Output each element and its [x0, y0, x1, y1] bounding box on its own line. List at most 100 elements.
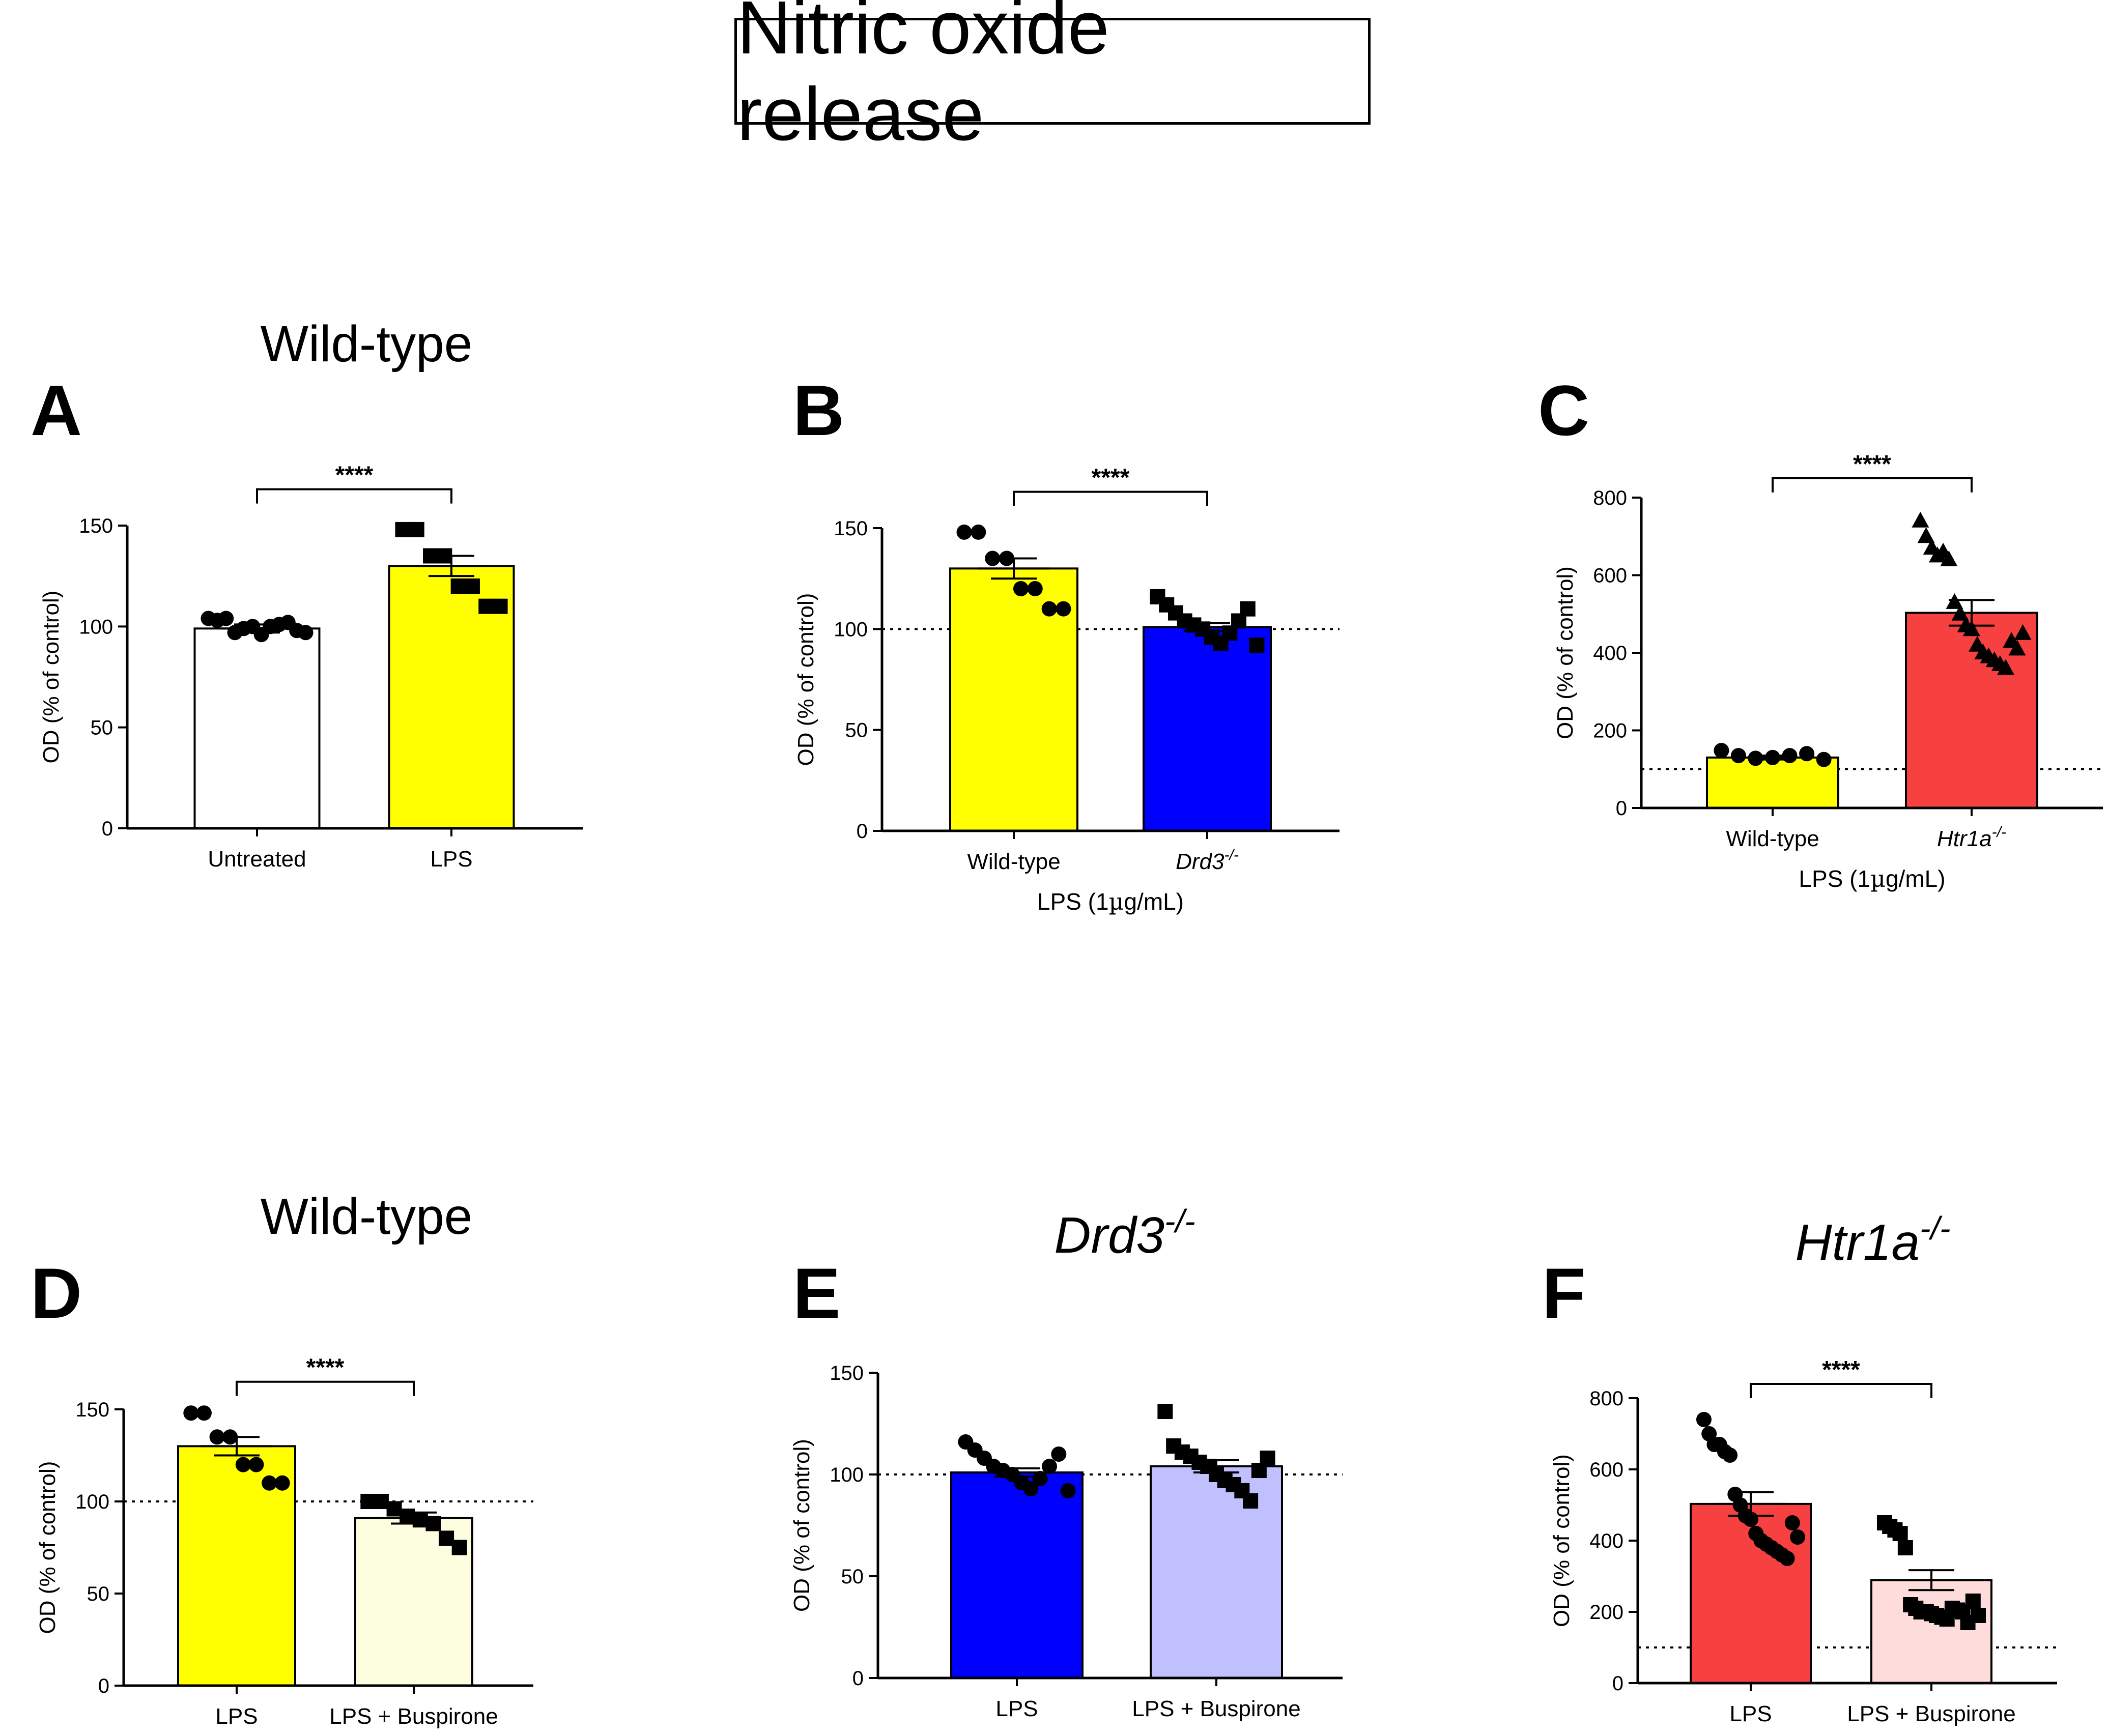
x-tick-label: LPS [430, 847, 472, 872]
significance-bracket [1750, 1383, 1932, 1398]
y-tick-label: 150 [834, 517, 868, 540]
significance-bracket [1772, 477, 1973, 493]
y-tick-label: 400 [1593, 642, 1627, 664]
data-point [451, 1540, 467, 1555]
data-point [1032, 1471, 1048, 1486]
y-axis-label: OD (% of control) [39, 591, 64, 764]
y-axis-label: OD (% of control) [1549, 1454, 1574, 1627]
y-tick-label: 400 [1589, 1530, 1623, 1552]
data-point [1696, 1412, 1712, 1427]
x-tick-label: Htr1a-/- [1937, 824, 2006, 851]
y-tick-label: 50 [841, 1566, 864, 1588]
panel-letter: B [793, 370, 844, 450]
data-point [196, 1405, 212, 1421]
significance-label: **** [1853, 451, 1891, 478]
bar-lps-buspirone [1150, 1465, 1283, 1679]
significance-bracket [256, 488, 452, 504]
x-tick-label: Wild-type [967, 849, 1060, 874]
data-point [1260, 1451, 1275, 1466]
data-point [235, 1457, 251, 1472]
data-point [1240, 601, 1256, 617]
data-point [1917, 527, 1935, 543]
significance-label: **** [306, 1354, 345, 1381]
data-point [2008, 640, 2026, 656]
x-tick-label: LPS [995, 1696, 1038, 1721]
data-point [1042, 1459, 1058, 1474]
y-tick-label: 50 [91, 717, 113, 739]
data-point [437, 548, 452, 564]
data-point [450, 578, 466, 594]
data-point [262, 1475, 277, 1491]
data-point [373, 1494, 389, 1509]
data-point [298, 625, 314, 641]
data-point [423, 548, 439, 564]
data-point [985, 551, 1001, 566]
data-point [395, 522, 411, 537]
y-tick-label: 100 [79, 616, 113, 638]
data-point [1963, 620, 1980, 636]
data-point [248, 1457, 264, 1472]
data-point [1157, 1404, 1173, 1419]
panel-e: E Drd3-/- LPS LPS + Buspirone 0 50 100 150 OD (%… [789, 1203, 1343, 1721]
x-axis-label: LPS (1µg/mL) [1037, 888, 1184, 915]
data-point [1714, 743, 1729, 759]
data-point [409, 522, 424, 537]
bar-wild-type [949, 567, 1078, 832]
data-point [1997, 659, 2015, 675]
x-tick-label: LPS [215, 1704, 258, 1729]
data-point [1765, 749, 1780, 765]
bar-lps [950, 1471, 1084, 1679]
data-point [274, 1475, 290, 1491]
x-tick-label: LPS + Buspirone [1132, 1696, 1300, 1721]
x-tick-label: LPS + Buspirone [1847, 1701, 2015, 1726]
data-point [478, 598, 494, 614]
panel-title: Drd3-/- [1054, 1203, 1195, 1264]
data-point [1971, 1608, 1986, 1623]
y-tick-label: 50 [845, 719, 868, 742]
data-point [1912, 511, 1929, 528]
x-tick-label: Drd3-/- [1176, 847, 1239, 874]
data-point [1940, 551, 1958, 566]
data-point [1799, 746, 1815, 762]
data-point [464, 578, 480, 594]
y-tick-label: 600 [1589, 1459, 1623, 1481]
data-point [1784, 1515, 1800, 1530]
y-tick-label: 800 [1589, 1387, 1623, 1410]
data-point [1816, 751, 1832, 767]
panel-title: Htr1a-/- [1796, 1210, 1951, 1271]
panel-c: C Wild-type Htr1a-/- 0 200 400 600 800 OD (% of … [1538, 370, 2103, 892]
panel-a: A Wild-type Untreated LPS 0 50 100 150 OD (% of … [31, 315, 583, 872]
data-point [439, 1530, 454, 1546]
data-point [1743, 1512, 1758, 1527]
data-point [1779, 1551, 1795, 1566]
significance-label: **** [1822, 1356, 1860, 1383]
y-tick-label: 0 [1616, 797, 1627, 820]
data-point [386, 1501, 402, 1517]
x-tick-label: LPS + Buspirone [329, 1704, 498, 1729]
data-point [1060, 1483, 1076, 1498]
data-point [222, 1429, 238, 1445]
data-point [1051, 1446, 1067, 1462]
bar-drd3- [1143, 626, 1272, 832]
data-point [1892, 1526, 1908, 1541]
panel-f: F Htr1a-/- LPS LPS + Buspirone 0 200 400 600 800… [1542, 1210, 2057, 1726]
data-point [492, 598, 508, 614]
significance-label: **** [1092, 465, 1130, 491]
y-tick-label: 100 [75, 1491, 109, 1513]
data-point [1946, 593, 1963, 609]
panel-letter: F [1542, 1253, 1586, 1333]
y-tick-label: 150 [75, 1399, 109, 1421]
data-point [400, 1508, 415, 1524]
y-axis-label: OD (% of control) [789, 1439, 814, 1612]
y-tick-label: 0 [1612, 1672, 1623, 1695]
y-tick-label: 100 [834, 618, 868, 641]
data-point [1897, 1540, 1913, 1555]
significance-label: **** [335, 462, 374, 489]
data-point [1249, 638, 1265, 653]
data-point [218, 611, 234, 626]
data-point [1023, 1481, 1039, 1496]
panel-d: D Wild-type LPS LPS + Buspirone 0 50 100 150 OD … [31, 1188, 533, 1729]
panel-title: Wild-type [261, 1188, 473, 1245]
panel-letter: E [793, 1253, 840, 1333]
data-point [1027, 581, 1043, 596]
